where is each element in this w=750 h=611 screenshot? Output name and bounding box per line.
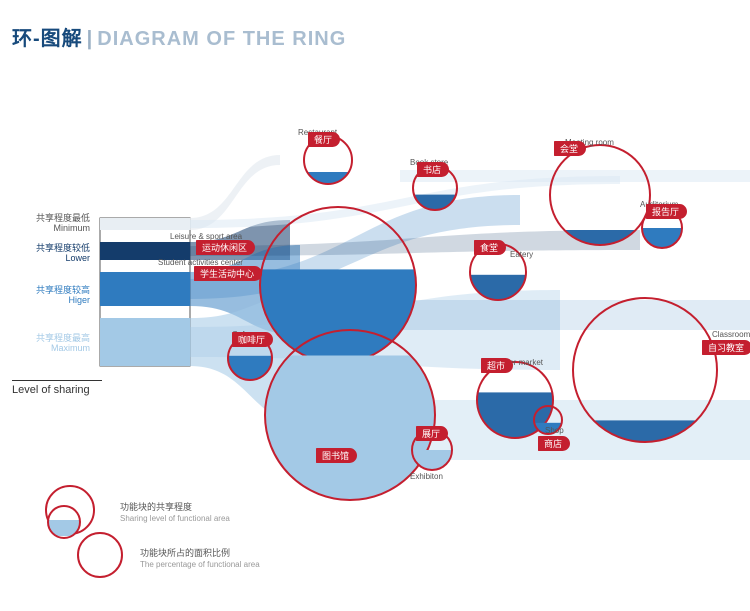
node-badge: 运动休闲区 bbox=[196, 240, 255, 255]
node-badge: 书店 bbox=[417, 162, 449, 177]
legend-percentage-text: 功能块所占的面积比例The percentage of functional a… bbox=[140, 548, 260, 570]
legend-sharing-text: 功能块的共享程度Sharing level of functional area bbox=[120, 502, 230, 524]
level-label-en: Maximum bbox=[10, 344, 90, 354]
node-badge: 报告厅 bbox=[646, 204, 687, 219]
level-label: 共享程度最低Minimum bbox=[10, 214, 90, 234]
node-badge: 超市 bbox=[481, 358, 513, 373]
level-bar bbox=[100, 218, 190, 230]
level-label: 共享程度较高Higer bbox=[10, 286, 90, 306]
level-label-en: Higer bbox=[10, 296, 90, 306]
page-title: 环-图解|DIAGRAM OF THE RING bbox=[12, 22, 346, 51]
level-bar bbox=[100, 318, 190, 366]
legend-percentage-en: The percentage of functional area bbox=[140, 560, 260, 570]
node-en-label: Exhibiton bbox=[410, 472, 443, 481]
node-en-label: Shop bbox=[545, 426, 564, 435]
node-badge: 学生活动中心 bbox=[194, 266, 262, 281]
node-badge: 咖啡厅 bbox=[232, 332, 273, 347]
node-badge: 商店 bbox=[538, 436, 570, 451]
node-badge: 展厅 bbox=[416, 426, 448, 441]
level-label-en: Minimum bbox=[10, 224, 90, 234]
node-badge: 自习教室 bbox=[702, 340, 750, 355]
legend-percentage-circle bbox=[78, 533, 122, 577]
flow-tail bbox=[400, 300, 750, 330]
node-badge: 会堂 bbox=[554, 141, 586, 156]
node-en-label: Classroom bbox=[712, 330, 750, 339]
level-caption: Level of sharing bbox=[12, 380, 102, 396]
legend-percentage-cn: 功能块所占的面积比例 bbox=[140, 548, 260, 560]
node-en-label: Eatery bbox=[510, 250, 533, 259]
title-en: DIAGRAM OF THE RING bbox=[97, 28, 346, 50]
node-fill bbox=[642, 228, 682, 248]
level-label: 共享程度最高Maximum bbox=[10, 334, 90, 354]
title-cn: 环-图解 bbox=[12, 28, 83, 50]
legend-sharing-en: Sharing level of functional area bbox=[120, 514, 230, 524]
node-badge: 餐厅 bbox=[308, 132, 340, 147]
level-label-en: Lower bbox=[10, 254, 90, 264]
node-badge: 食堂 bbox=[474, 240, 506, 255]
legend-sharing-cn: 功能块的共享程度 bbox=[120, 502, 230, 514]
level-bar bbox=[100, 272, 190, 306]
title-sep: | bbox=[87, 28, 94, 50]
node-badge: 图书馆 bbox=[316, 448, 357, 463]
level-label: 共享程度较低Lower bbox=[10, 244, 90, 264]
